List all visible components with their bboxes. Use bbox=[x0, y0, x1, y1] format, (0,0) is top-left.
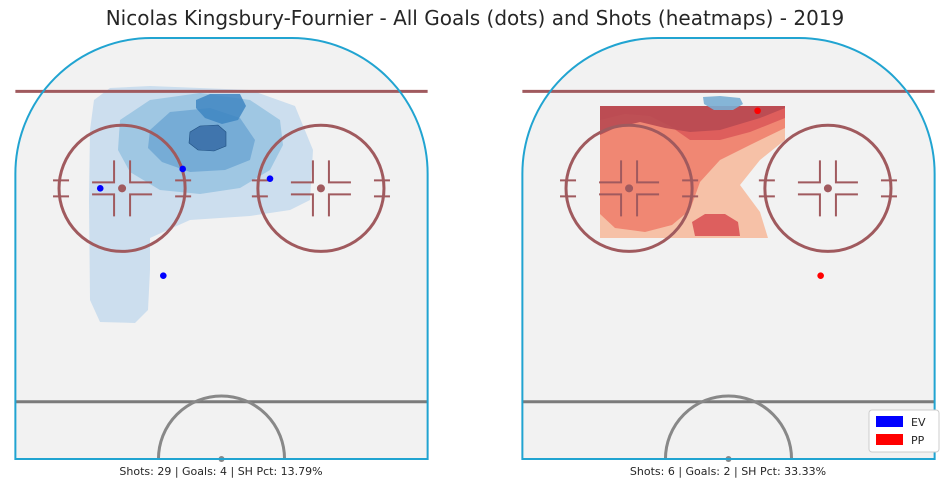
rink-left bbox=[14, 37, 429, 462]
rink-right bbox=[521, 37, 936, 462]
faceoff-marker bbox=[834, 160, 858, 184]
goal-dot bbox=[817, 272, 824, 279]
rink-markings bbox=[522, 89, 935, 462]
faceoff-marker bbox=[92, 160, 116, 184]
legend-swatch-ev bbox=[876, 416, 903, 427]
faceoff-circle-left bbox=[564, 123, 694, 253]
heat-level-4 bbox=[196, 94, 246, 124]
faceoff-marker bbox=[327, 160, 351, 184]
faceoff-dot-left bbox=[625, 184, 634, 193]
heat-level-4b bbox=[692, 214, 740, 236]
faceoff-marker bbox=[92, 193, 116, 217]
faceoff-marker bbox=[290, 193, 314, 217]
stats-label-ev: Shots: 29 | Goals: 4 | SH Pct: 13.79% bbox=[119, 465, 322, 478]
faceoff-marker bbox=[129, 193, 153, 217]
rink-boards bbox=[521, 37, 936, 460]
faceoff-marker bbox=[834, 193, 858, 217]
heat-level-2 bbox=[600, 106, 785, 232]
heat-level-blue bbox=[703, 96, 743, 110]
shot-heatmap-ev bbox=[89, 86, 313, 323]
goal-dot bbox=[179, 165, 186, 173]
faceoff-marker bbox=[290, 160, 314, 184]
chart-title: Nicolas Kingsbury-Fournier - All Goals (… bbox=[105, 6, 845, 30]
faceoff-marker bbox=[327, 193, 351, 217]
rink-boards bbox=[14, 37, 429, 460]
faceoff-dot-right bbox=[316, 184, 325, 193]
legend-swatch-pp bbox=[876, 434, 903, 445]
goal-dots-pp bbox=[754, 107, 824, 279]
legend-label-pp: PP bbox=[911, 434, 925, 447]
legend-label-ev: EV bbox=[911, 416, 926, 429]
legend: EV PP bbox=[868, 409, 940, 453]
shot-heatmap-pp bbox=[600, 96, 785, 238]
center-ice-circle bbox=[156, 394, 287, 460]
faceoff-marker bbox=[636, 160, 660, 184]
heat-level-5 bbox=[188, 124, 227, 152]
faceoff-marker bbox=[797, 193, 821, 217]
faceoff-marker bbox=[599, 160, 623, 184]
faceoff-marker bbox=[599, 193, 623, 217]
faceoff-marker bbox=[636, 193, 660, 217]
faceoff-marker bbox=[797, 160, 821, 184]
goal-dot bbox=[96, 185, 104, 192]
goal-dots-ev bbox=[96, 165, 274, 279]
stats-label-pp: Shots: 6 | Goals: 2 | SH Pct: 33.33% bbox=[630, 465, 826, 478]
faceoff-circle-left bbox=[57, 123, 187, 253]
goal-dot bbox=[266, 175, 274, 182]
faceoff-dot-right bbox=[823, 184, 832, 193]
goal-dot bbox=[160, 272, 167, 279]
goal-dot bbox=[754, 107, 761, 115]
center-ice-circle bbox=[663, 394, 794, 460]
faceoff-marker bbox=[129, 160, 153, 184]
faceoff-circle-right bbox=[256, 123, 386, 253]
heat-level-4 bbox=[600, 106, 785, 135]
faceoff-dot-left bbox=[118, 184, 127, 193]
faceoff-circle-right bbox=[763, 123, 893, 253]
